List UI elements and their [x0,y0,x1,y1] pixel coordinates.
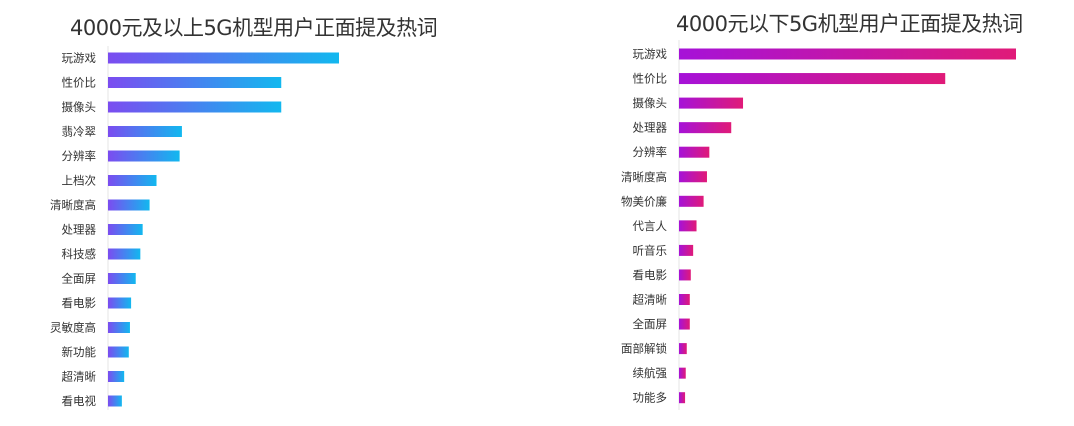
right-bar [679,244,694,256]
right-bar [679,73,946,85]
left-bar [108,297,132,309]
left-bar [108,126,182,137]
right-bar [679,146,710,158]
left-category-label: 翡冷翠 [62,125,97,139]
left-bar [108,175,157,186]
left-bar [108,248,141,260]
right-bar [679,367,686,379]
left-bar [108,199,150,211]
right-bar [679,48,1016,60]
right-category-label: 物美价廉 [621,194,667,208]
right-category-label: 面部解锁 [621,342,667,356]
left-category-label: 灵敏度高 [50,321,96,335]
left-category-label: 上档次 [62,174,97,188]
right-bar-chart: 玩游戏性价比摄像头处理器分辨率清晰度高物美价廉代言人听音乐看电影超清晰全面屏面部… [621,40,1016,410]
right-category-label: 代言人 [633,219,668,233]
left-chart-title: 4000元及以上5G机型用户正面提及热词 [70,16,438,40]
left-category-label: 清晰度高 [50,198,96,212]
right-category-label: 听音乐 [633,243,668,257]
right-category-label: 处理器 [633,121,668,135]
right-category-label: 玩游戏 [633,47,668,61]
left-category-label: 玩游戏 [62,51,97,65]
right-bar [679,343,687,355]
right-bar [679,171,707,183]
right-bar [679,294,690,305]
left-bar [108,77,282,88]
left-bar-chart: 玩游戏性价比摄像头翡冷翠分辨率上档次清晰度高处理器科技感全面屏看电影灵敏度高新功… [50,46,339,410]
left-category-label: 科技感 [62,247,97,261]
right-bar [679,269,691,281]
left-category-label: 看电影 [62,296,97,310]
right-bar [679,220,697,232]
left-category-label: 处理器 [62,223,97,237]
left-bar [108,395,122,407]
left-category-label: 全面屏 [62,272,97,286]
left-bar [108,101,282,113]
right-category-label: 摄像头 [633,96,668,110]
left-category-label: 性价比 [62,76,97,90]
right-category-label: 续航强 [633,366,668,380]
left-bar [108,150,180,162]
right-category-label: 超清晰 [633,293,668,307]
right-chart-title: 4000元以下5G机型用户正面提及热词 [676,12,1023,36]
left-category-label: 摄像头 [62,100,97,114]
left-bar [108,346,129,358]
right-category-label: 性价比 [633,72,668,86]
left-bar [108,273,136,284]
right-category-label: 功能多 [633,391,668,405]
right-bar [679,122,732,134]
left-category-label: 分辨率 [62,149,97,163]
left-category-label: 新功能 [62,345,97,359]
left-bar [108,371,125,382]
right-category-label: 分辨率 [633,145,668,159]
right-category-label: 全面屏 [633,317,668,331]
right-category-label: 清晰度高 [621,170,667,184]
right-bar [679,392,686,404]
right-bar [679,195,704,207]
right-bar [679,97,744,109]
left-category-label: 看电视 [62,394,97,408]
left-category-label: 超清晰 [62,370,97,384]
right-category-label: 看电影 [633,268,668,282]
left-bar [108,322,130,333]
left-bar [108,52,339,64]
left-bar [108,224,143,235]
right-bar [679,318,690,330]
